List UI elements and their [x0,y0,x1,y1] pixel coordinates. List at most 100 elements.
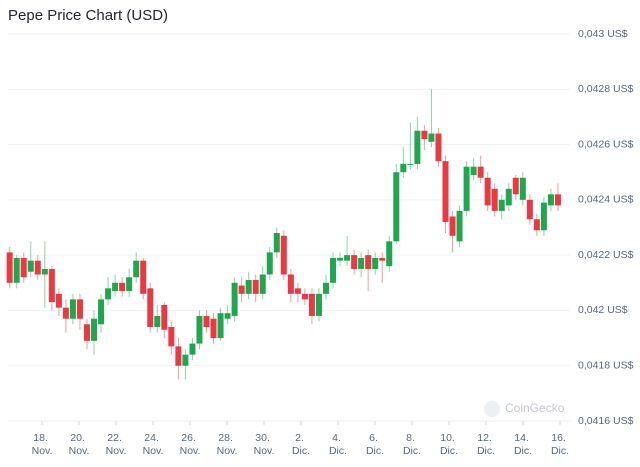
candle-body [69,299,76,319]
candle-body [554,194,561,206]
y-tick-label: 0,0422 US$ [578,249,634,261]
candle-body [463,166,470,211]
candle-body [365,255,372,269]
y-tick-label: 0,0416 US$ [578,415,634,427]
candle-body [456,210,463,242]
candle-body [280,235,287,275]
y-tick-label: 0,043 US$ [578,28,628,40]
candle-body [428,133,435,142]
candle-body [442,161,449,222]
x-tick-label-line: 24. [144,432,162,444]
candle-body [20,257,27,278]
y-tick-label: 0,0428 US$ [578,83,634,95]
candle-body [252,280,259,294]
candle-body [315,293,322,316]
candle-body [358,257,365,269]
candle-body [91,318,98,341]
x-tick-label: 4. Dic. [329,432,347,457]
candle-body [126,277,133,292]
candle-body [505,188,512,206]
candle-body [105,288,112,300]
x-tick-label-line: 2. [295,432,307,444]
candle-body [484,177,491,206]
candle-body [337,257,344,261]
candle-body [133,260,140,278]
candle-body [34,260,41,275]
candle-body [330,257,337,283]
candle-body [217,313,224,339]
candle-body [526,199,533,220]
x-tick-label-line: Dic. [329,445,347,457]
candle-body [259,274,266,294]
candle-body [400,163,407,173]
candle-body [147,288,154,328]
candle-body [491,188,498,211]
candle-body [238,285,245,294]
candle-body [203,315,210,328]
candle-body [231,282,238,316]
watermark: CoinGecko [505,401,565,415]
x-tick-label: 8. Dic. [403,432,421,457]
candle-body [393,172,400,242]
x-tick-label: 22. Nov. [106,432,127,457]
x-tick-label: 14. Dic. [514,432,532,457]
candle-body [266,252,273,275]
candle-body [48,268,55,303]
x-tick-label-line: Nov. [32,445,53,457]
candle-body [210,318,217,339]
candle-body [301,293,308,300]
candle-body [62,307,69,319]
x-tick-label-line: 10. [440,432,458,444]
candle-body [407,163,414,165]
x-tick-label: 18. Nov. [32,432,53,457]
x-tick-label-line: 20. [70,432,88,444]
candle-body [83,324,90,341]
candle-body [449,216,456,236]
x-tick-label-line: 8. [406,432,418,444]
candle-body [119,282,126,292]
x-tick-label-line: 14. [514,432,532,444]
candle-body [196,315,203,344]
candle-body [435,133,442,162]
x-tick-label-line: Dic. [292,445,310,457]
x-tick-label-line: 16. [551,432,569,444]
candle-body [76,299,83,319]
x-tick-label-line: Nov. [180,445,201,457]
x-tick-label-line: Dic. [366,445,384,457]
y-tick-label: 0,042 US$ [578,304,628,316]
x-tick-label: 30. Nov. [254,432,275,457]
x-tick-label-line: 4. [332,432,344,444]
x-tick-label-line: 22. [107,432,125,444]
x-tick-label-line: Dic. [551,445,569,457]
candle-body [519,177,526,200]
candle-body [6,252,13,283]
x-tick-label-line: 18. [33,432,51,444]
candle-body [287,274,294,294]
candle-body [308,293,315,316]
x-tick-label: 20. Nov. [69,432,90,457]
candle-body [322,282,329,294]
candle-body [189,343,196,355]
x-tick-label-line: Nov. [143,445,164,457]
x-tick-label-line: Dic. [477,445,495,457]
x-tick-label: 16. Dic. [551,432,569,457]
candle-body [421,130,428,140]
x-tick-label-line: Nov. [217,445,238,457]
y-tick-label: 0,0418 US$ [578,359,634,371]
candle-body [161,304,168,330]
x-tick-label-line: Nov. [69,445,90,457]
x-tick-label: 24. Nov. [143,432,164,457]
x-tick-label-line: Dic. [403,445,421,457]
candle-body [27,260,34,272]
candle-body [344,255,351,261]
candle-body [41,268,48,275]
x-tick-label-line: 28. [218,432,236,444]
candle-body [372,257,379,269]
candle-body [175,346,182,366]
candle-body [245,280,252,294]
candle-body [168,327,175,347]
x-tick-label: 6. Dic. [366,432,384,457]
candle-body [98,299,105,325]
x-tick-label-line: Nov. [106,445,127,457]
y-tick-label: 0,0424 US$ [578,194,634,206]
